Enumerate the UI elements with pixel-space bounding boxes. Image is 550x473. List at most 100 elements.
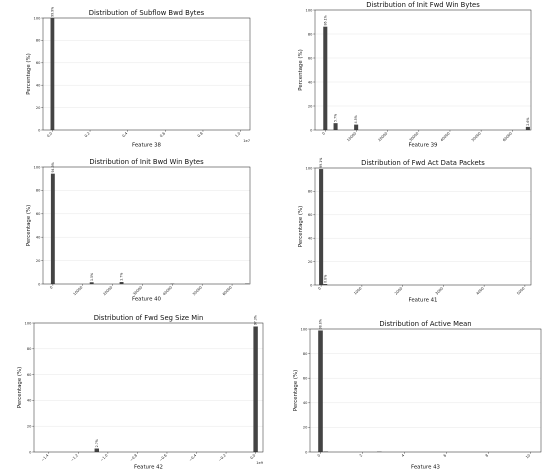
c5-data-label-0: 98.8% (319, 319, 323, 329)
c1-xtick-label-1: 10000 (346, 131, 357, 142)
c0-data-label-0: 99.9% (51, 7, 55, 17)
c5-xtick-label-3: 6 (443, 453, 448, 458)
c4-data-label-1: 97.3% (254, 315, 258, 325)
c0-ytick-label-2: 40 (36, 84, 41, 88)
c2-xtick-label-0: 0 (49, 285, 54, 290)
c3-bar-0 (319, 169, 324, 285)
c2-xtick-label-5: 50000 (192, 285, 203, 296)
c0-xtick-label-0: 0.0 (46, 131, 53, 138)
c2-xtick-label-2: 20000 (102, 285, 113, 296)
c2-data-label-0: 94.3% (51, 162, 55, 172)
c4-chart-title: Distribution of Fwd Seg Size Min (94, 314, 204, 322)
c4-xtick-label-3: −0.8 (129, 453, 139, 463)
c4-xtick-label-5: −0.4 (188, 453, 198, 463)
c1-data-label-0: 86.1% (323, 15, 327, 25)
c1-xtick-label-5: 50000 (471, 131, 482, 142)
c3-ytick-label-3: 60 (308, 213, 313, 217)
c4-ytick-label-1: 20 (27, 425, 32, 429)
c1-xtick-label-6: 60000 (502, 131, 513, 142)
c5-xtick-label-0: 0 (317, 453, 322, 458)
c0-x-axis-label: Feature 38 (132, 143, 162, 149)
c2-xtick-label-1: 10000 (73, 285, 84, 296)
c0-chart-title: Distribution of Subflow Bwd Bytes (89, 9, 205, 17)
c4-y-axis-label: Percentage (%) (17, 367, 23, 408)
chart-feature-42: 0 20 40 60 80 100 −1.4 −1.2 −1.0 −0.8 −0.6 −0.4 −0.2… (17, 314, 264, 471)
c2-y-axis-label: Percentage (%) (26, 205, 32, 246)
c4-axes-frame (33, 322, 264, 453)
c4-xtick-label-2: −1.0 (100, 453, 110, 463)
c1-bar-3 (525, 126, 530, 130)
c4-ytick-label-2: 40 (27, 399, 32, 403)
c2-ytick-label-5: 100 (34, 165, 42, 169)
c1-x-axis-label: Feature 39 (409, 143, 439, 149)
c4-ytick-label-0: 0 (29, 450, 32, 454)
c5-ytick-label-3: 60 (303, 377, 308, 381)
c1-ytick-label-0: 0 (310, 128, 313, 132)
c4-x-axis-label: Feature 42 (134, 465, 163, 471)
c2-ytick-label-1: 20 (36, 259, 41, 263)
c3-xtick-label-3: 3000 (435, 286, 445, 296)
c5-bar-0 (318, 330, 323, 452)
c1-xtick-label-2: 20000 (377, 131, 388, 142)
c2-bar-2 (119, 282, 124, 284)
c3-y-axis-label: Percentage (%) (298, 206, 304, 247)
c3-x-axis-label: Feature 41 (409, 298, 438, 304)
chart-feature-40: 0 20 40 60 80 100 0 10000 20000 30000 40000 50000 60… (26, 158, 251, 303)
c2-axes-frame (42, 166, 251, 285)
c2-xtick-label-6: 60000 (222, 285, 233, 296)
c2-xtick-label-4: 40000 (162, 285, 173, 296)
c4-x-offset-label: 1e9 (256, 461, 263, 465)
c5-xtick-label-1: 2 (359, 453, 363, 457)
c5-ytick-label-0: 0 (305, 450, 308, 454)
c2-bar-0 (50, 173, 55, 284)
c1-chart-title: Distribution of Init Fwd Win Bytes (366, 1, 480, 9)
c0-ytick-label-4: 80 (36, 39, 41, 43)
c1-xtick-label-3: 30000 (409, 131, 420, 142)
c2-x-axis-label: Feature 40 (132, 297, 162, 303)
c0-y-axis-label: Percentage (%) (26, 53, 32, 94)
c5-xtick-label-5: 10 (525, 453, 532, 460)
c5-ytick-label-4: 80 (303, 352, 308, 356)
c2-data-label-2: 1.7% (120, 273, 124, 281)
c1-bar-2 (354, 124, 359, 130)
c4-bar-1 (253, 326, 258, 452)
c3-xtick-label-5: 5000 (516, 286, 526, 296)
c2-xtick-label-3: 30000 (132, 285, 143, 296)
c5-y-axis-label: Percentage (%) (293, 370, 299, 411)
c0-xtick-label-2: 0.4 (122, 131, 129, 138)
c3-xtick-label-1: 1000 (353, 286, 363, 296)
c2-ytick-label-4: 80 (36, 189, 41, 193)
chart-feature-38: 0 20 40 60 80 100 0.0 0.2 0.4 0.6 0.8 1.0 99.9% Distr… (26, 7, 251, 149)
c3-ytick-label-2: 40 (308, 237, 313, 241)
c4-bar-0 (94, 448, 100, 452)
c5-xtick-label-2: 4 (401, 453, 406, 458)
c1-ytick-label-3: 60 (308, 56, 313, 60)
c0-bar-0 (50, 18, 55, 130)
c3-ytick-label-5: 100 (306, 166, 314, 170)
c3-data-label-1: 0.8% (323, 275, 327, 283)
c2-ytick-label-0: 0 (38, 282, 41, 286)
c0-axes-frame (42, 17, 251, 131)
c1-ytick-label-5: 100 (306, 8, 314, 12)
c3-ytick-label-4: 80 (308, 190, 313, 194)
c3-axes-frame (314, 167, 532, 286)
c0-ytick-label-5: 100 (34, 16, 42, 20)
c4-xtick-label-4: −0.6 (159, 453, 169, 463)
c0-xtick-label-5: 1.0 (234, 131, 241, 138)
c2-bar-1 (89, 282, 94, 284)
chart-feature-43: 0 20 40 60 80 100 0 2 4 6 8 10 98.8% Distribution of … (293, 319, 542, 471)
c1-bar-1 (333, 123, 338, 130)
c3-data-label-0: 99.1% (319, 158, 323, 168)
c5-xtick-label-4: 8 (485, 453, 490, 458)
c0-xtick-label-4: 0.8 (197, 131, 204, 138)
c1-data-label-3: 2.6% (526, 118, 530, 126)
c1-bar-0 (323, 26, 328, 130)
c1-axes-frame (314, 9, 532, 131)
c5-ytick-label-2: 40 (303, 401, 308, 405)
c4-ytick-label-3: 60 (27, 373, 32, 377)
c4-data-label-0: 2.7% (95, 439, 99, 447)
c0-xtick-label-1: 0.2 (84, 131, 91, 138)
c1-xtick-label-0: 0 (322, 131, 327, 136)
c5-axes-frame (309, 328, 542, 453)
c4-xtick-label-7: 0.0 (249, 453, 256, 460)
